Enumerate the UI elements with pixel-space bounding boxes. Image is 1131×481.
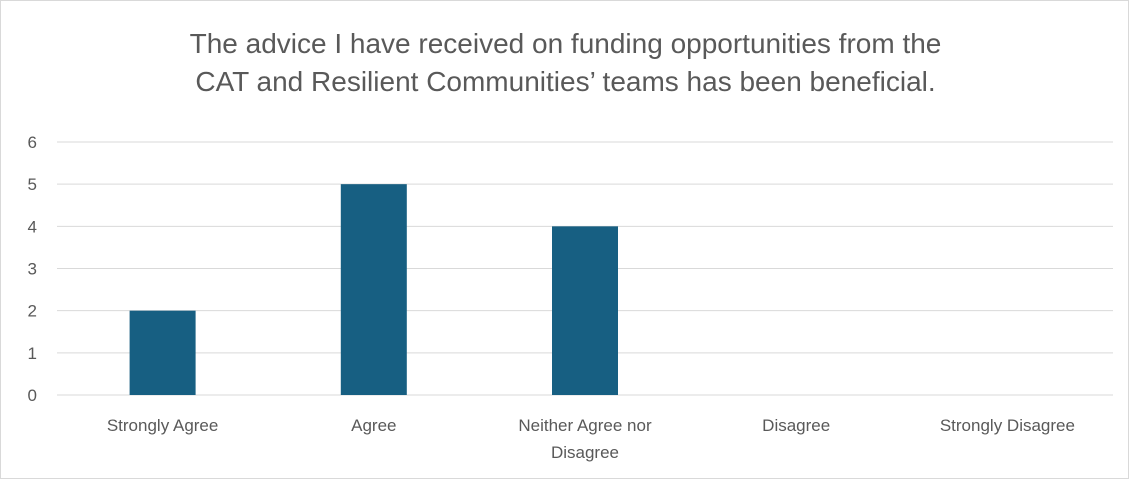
x-category-label-1: Agree [351,416,396,435]
y-tick-label-4: 4 [28,217,37,236]
y-tick-label-2: 2 [28,302,37,321]
x-category-label-0: Strongly Agree [107,416,219,435]
y-tick-label-3: 3 [28,260,37,279]
x-category-label-line: Disagree [551,443,619,462]
bar-1 [340,184,407,395]
y-tick-label-6: 6 [28,133,37,152]
x-category-label-line: Strongly Agree [107,416,219,435]
x-category-label-line: Strongly Disagree [940,416,1075,435]
chart-title-line-1: The advice I have received on funding op… [189,28,942,59]
x-category-label-line: Disagree [762,416,830,435]
bar-0 [129,310,196,395]
y-tick-label-5: 5 [28,175,37,194]
y-tick-label-0: 0 [28,386,37,405]
chart-title-line-2: CAT and Resilient Communities’ teams has… [195,66,936,97]
y-tick-label-1: 1 [28,344,37,363]
x-category-label-line: Agree [351,416,396,435]
bar-2 [552,226,618,395]
x-category-label-3: Disagree [762,416,830,435]
x-category-label-2: Neither Agree nor Disagree [518,416,652,462]
x-category-label-line: Neither Agree nor [518,416,652,435]
chart-title: The advice I have received on funding op… [1,25,1130,101]
x-category-label-4: Strongly Disagree [940,416,1075,435]
